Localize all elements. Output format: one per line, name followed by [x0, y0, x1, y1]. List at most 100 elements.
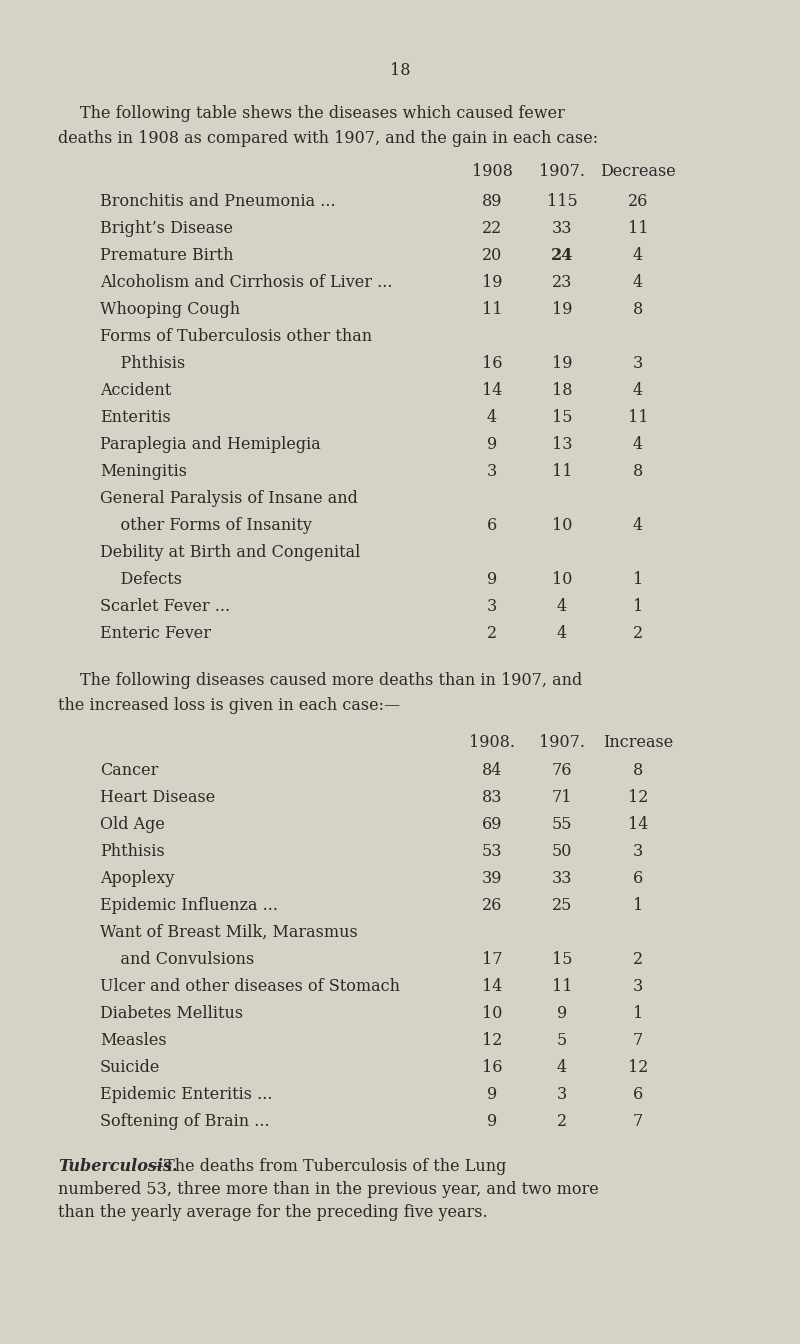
Text: Decrease: Decrease: [600, 163, 676, 180]
Text: 19: 19: [552, 301, 572, 319]
Text: Paraplegia and Hemiplegia: Paraplegia and Hemiplegia: [100, 435, 321, 453]
Text: the increased loss is given in each case:—: the increased loss is given in each case…: [58, 698, 400, 714]
Text: 1: 1: [633, 1005, 643, 1021]
Text: Increase: Increase: [603, 734, 673, 751]
Text: 14: 14: [482, 978, 502, 995]
Text: —The deaths from Tuberculosis of the Lung: —The deaths from Tuberculosis of the Lun…: [148, 1159, 506, 1175]
Text: Epidemic Influenza ...: Epidemic Influenza ...: [100, 896, 278, 914]
Text: 20: 20: [482, 247, 502, 263]
Text: Scarlet Fever ...: Scarlet Fever ...: [100, 598, 230, 616]
Text: 39: 39: [482, 870, 502, 887]
Text: Premature Birth: Premature Birth: [100, 247, 234, 263]
Text: 11: 11: [628, 220, 648, 237]
Text: 4: 4: [487, 409, 497, 426]
Text: 4: 4: [557, 598, 567, 616]
Text: Tuberculosis.: Tuberculosis.: [58, 1159, 178, 1175]
Text: Alcoholism and Cirrhosis of Liver ...: Alcoholism and Cirrhosis of Liver ...: [100, 274, 393, 292]
Text: 9: 9: [557, 1005, 567, 1021]
Text: 15: 15: [552, 952, 572, 968]
Text: 11: 11: [482, 301, 502, 319]
Text: 7: 7: [633, 1113, 643, 1130]
Text: 5: 5: [557, 1032, 567, 1050]
Text: Phthisis: Phthisis: [100, 355, 186, 372]
Text: Softening of Brain ...: Softening of Brain ...: [100, 1113, 270, 1130]
Text: 2: 2: [633, 625, 643, 642]
Text: 4: 4: [633, 435, 643, 453]
Text: 1908.: 1908.: [469, 734, 515, 751]
Text: 12: 12: [482, 1032, 502, 1050]
Text: 76: 76: [552, 762, 572, 780]
Text: 2: 2: [633, 952, 643, 968]
Text: 3: 3: [633, 978, 643, 995]
Text: 19: 19: [552, 355, 572, 372]
Text: 6: 6: [633, 1086, 643, 1103]
Text: 2: 2: [487, 625, 497, 642]
Text: numbered 53, three more than in the previous year, and two more: numbered 53, three more than in the prev…: [58, 1181, 598, 1198]
Text: other Forms of Insanity: other Forms of Insanity: [100, 517, 312, 534]
Text: Meningitis: Meningitis: [100, 462, 187, 480]
Text: Diabetes Mellitus: Diabetes Mellitus: [100, 1005, 243, 1021]
Text: 10: 10: [552, 571, 572, 589]
Text: 71: 71: [552, 789, 572, 806]
Text: 13: 13: [552, 435, 572, 453]
Text: 7: 7: [633, 1032, 643, 1050]
Text: 11: 11: [552, 462, 572, 480]
Text: 10: 10: [552, 517, 572, 534]
Text: 22: 22: [482, 220, 502, 237]
Text: 14: 14: [482, 382, 502, 399]
Text: Bright’s Disease: Bright’s Disease: [100, 220, 233, 237]
Text: 4: 4: [633, 274, 643, 292]
Text: 4: 4: [633, 382, 643, 399]
Text: 3: 3: [487, 598, 497, 616]
Text: 4: 4: [633, 517, 643, 534]
Text: 15: 15: [552, 409, 572, 426]
Text: 4: 4: [557, 625, 567, 642]
Text: 1: 1: [633, 896, 643, 914]
Text: Debility at Birth and Congenital: Debility at Birth and Congenital: [100, 544, 360, 560]
Text: 25: 25: [552, 896, 572, 914]
Text: 12: 12: [628, 789, 648, 806]
Text: 50: 50: [552, 843, 572, 860]
Text: 33: 33: [552, 870, 572, 887]
Text: and Convulsions: and Convulsions: [100, 952, 254, 968]
Text: 14: 14: [628, 816, 648, 833]
Text: 10: 10: [482, 1005, 502, 1021]
Text: 17: 17: [482, 952, 502, 968]
Text: 1: 1: [633, 571, 643, 589]
Text: 84: 84: [482, 762, 502, 780]
Text: 26: 26: [482, 896, 502, 914]
Text: 6: 6: [633, 870, 643, 887]
Text: Want of Breast Milk, Marasmus: Want of Breast Milk, Marasmus: [100, 925, 358, 941]
Text: 3: 3: [633, 843, 643, 860]
Text: 23: 23: [552, 274, 572, 292]
Text: 24: 24: [551, 247, 573, 263]
Text: 18: 18: [552, 382, 572, 399]
Text: Forms of Tuberculosis other than: Forms of Tuberculosis other than: [100, 328, 372, 345]
Text: 53: 53: [482, 843, 502, 860]
Text: Apoplexy: Apoplexy: [100, 870, 174, 887]
Text: Cancer: Cancer: [100, 762, 158, 780]
Text: 1: 1: [633, 598, 643, 616]
Text: than the yearly average for the preceding five years.: than the yearly average for the precedin…: [58, 1204, 488, 1220]
Text: 26: 26: [628, 194, 648, 210]
Text: Heart Disease: Heart Disease: [100, 789, 215, 806]
Text: 69: 69: [482, 816, 502, 833]
Text: 8: 8: [633, 301, 643, 319]
Text: 6: 6: [487, 517, 497, 534]
Text: 11: 11: [628, 409, 648, 426]
Text: 3: 3: [557, 1086, 567, 1103]
Text: 18: 18: [390, 62, 410, 79]
Text: Defects: Defects: [100, 571, 182, 589]
Text: 9: 9: [487, 1086, 497, 1103]
Text: 9: 9: [487, 435, 497, 453]
Text: General Paralysis of Insane and: General Paralysis of Insane and: [100, 491, 358, 507]
Text: The following table shews the diseases which caused fewer: The following table shews the diseases w…: [80, 105, 565, 122]
Text: 2: 2: [557, 1113, 567, 1130]
Text: Measles: Measles: [100, 1032, 166, 1050]
Text: Phthisis: Phthisis: [100, 843, 165, 860]
Text: 3: 3: [487, 462, 497, 480]
Text: 16: 16: [482, 1059, 502, 1077]
Text: 3: 3: [633, 355, 643, 372]
Text: 55: 55: [552, 816, 572, 833]
Text: 89: 89: [482, 194, 502, 210]
